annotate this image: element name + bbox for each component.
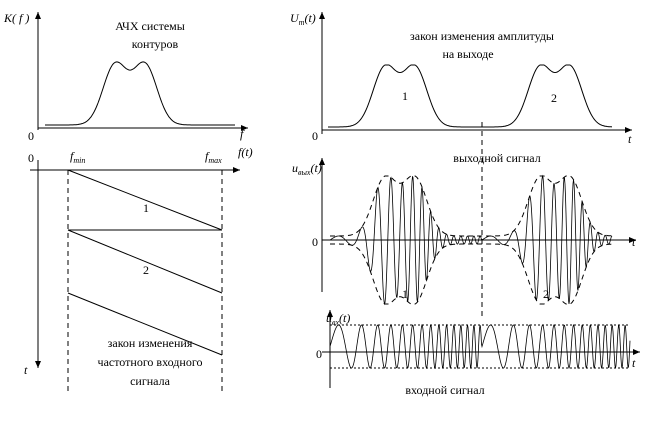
label: t — [24, 363, 28, 377]
label: 1 — [402, 287, 408, 301]
label: 0 — [316, 347, 322, 361]
label: 2 — [551, 91, 557, 105]
caption: сигнала — [130, 374, 171, 388]
label: 0 — [312, 129, 318, 143]
label: f(t) — [238, 145, 253, 159]
envelope — [328, 64, 613, 128]
label: t — [628, 132, 632, 146]
label: f — [240, 127, 245, 141]
label: t — [632, 235, 636, 249]
label: 2 — [543, 287, 549, 301]
label: Um(t) — [290, 11, 316, 27]
label: 2 — [143, 263, 149, 277]
label: 0 — [312, 235, 318, 249]
label: 0 — [28, 151, 34, 165]
label: 0 — [28, 129, 34, 143]
afc-curve — [45, 61, 235, 126]
input-signal — [329, 323, 631, 370]
label: 1 — [143, 201, 149, 215]
sweep — [67, 169, 223, 231]
caption: частотного входного — [98, 355, 203, 369]
caption: АЧХ системы — [115, 19, 185, 33]
caption: закон изменения амплитуды — [410, 29, 554, 43]
label: 1 — [402, 89, 408, 103]
caption: на выходе — [442, 47, 493, 61]
output-signal — [329, 174, 613, 306]
label: uвх(t) — [326, 311, 350, 327]
sweep — [67, 292, 223, 356]
label: fmax — [205, 149, 222, 165]
label: uвых(t) — [292, 161, 322, 177]
label: t — [632, 356, 636, 370]
label: fmin — [70, 149, 85, 165]
label: K( f ) — [3, 11, 29, 25]
sweep — [67, 229, 223, 294]
envelope — [330, 175, 612, 237]
caption: контуров — [132, 37, 179, 51]
caption: закон изменения — [108, 336, 193, 350]
caption: выходной сигнал — [453, 151, 540, 165]
caption: входной сигнал — [405, 383, 484, 397]
